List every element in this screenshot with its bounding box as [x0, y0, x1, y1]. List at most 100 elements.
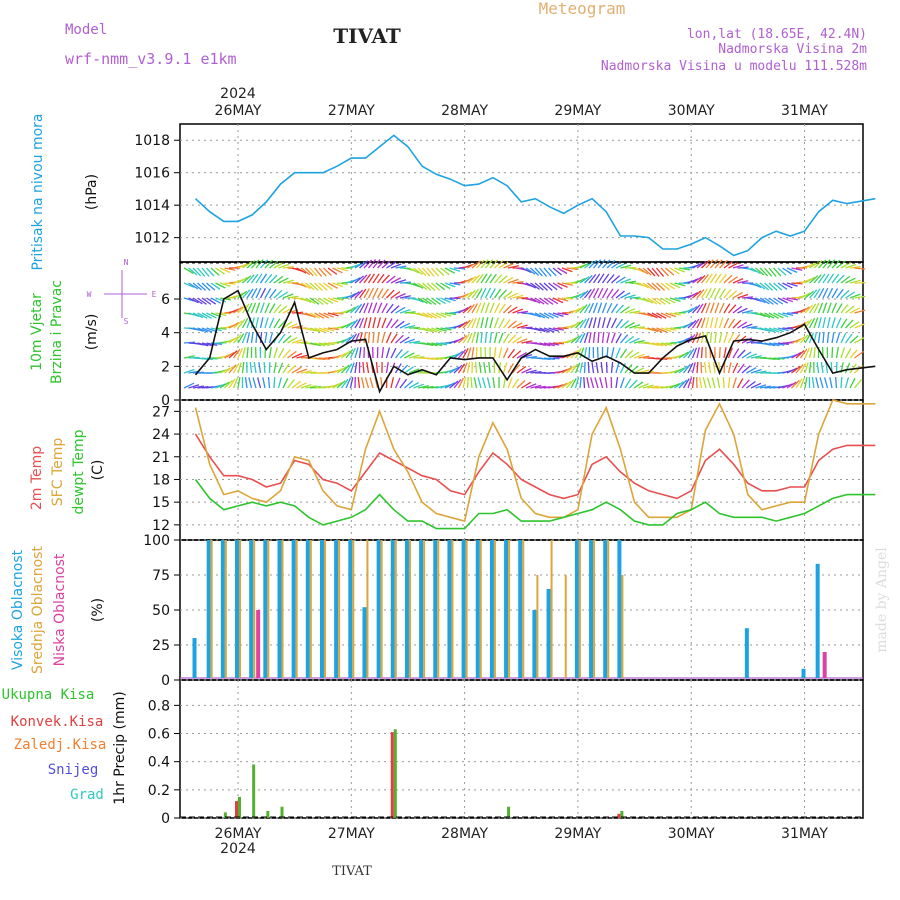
wind-barb [390, 305, 400, 314]
wind-barb [764, 297, 774, 305]
wind-barb [844, 377, 850, 389]
panel-frames [179, 123, 864, 819]
wind-barb [360, 377, 365, 389]
wind-barb [368, 259, 377, 269]
wind-barb [543, 297, 554, 305]
wind-barb [282, 265, 294, 269]
wind-barb [327, 282, 339, 289]
wind-barb [849, 307, 861, 314]
wind-barb [241, 332, 248, 344]
wind-barb [309, 312, 321, 319]
wind-barb [278, 277, 289, 284]
wind-barb [732, 377, 737, 389]
wind-barb [834, 376, 838, 389]
cloud-bar [224, 540, 227, 678]
cloud-bar [220, 540, 225, 678]
wind-barb [408, 267, 420, 274]
wind-barb [484, 317, 489, 329]
wind-barb [831, 288, 839, 299]
wind-barb [449, 267, 461, 272]
wind-barb [539, 342, 551, 347]
wind-barb [700, 302, 707, 314]
wind-barb [521, 381, 532, 389]
wind-barb [188, 384, 200, 389]
wind-barb [835, 317, 842, 329]
wind-barb [696, 317, 703, 329]
wind-barb [291, 352, 303, 359]
wind-barb [705, 259, 714, 269]
pressure-label: Pritisak na nivou mora [30, 113, 46, 270]
wind-barb [318, 267, 327, 277]
wind-barb [435, 327, 447, 332]
wind-barb [813, 274, 822, 284]
wind-barb [305, 312, 316, 318]
footer-station: TIVAT [332, 864, 372, 879]
wind-barb [817, 332, 821, 344]
wind-barb [224, 351, 235, 359]
wind-barb [819, 377, 824, 389]
wind-barb [477, 377, 482, 389]
wind-barb [232, 348, 241, 359]
wind-barb [647, 297, 658, 305]
wind-barb [615, 347, 621, 359]
wind-barb [804, 304, 814, 314]
wind-barb [732, 319, 742, 329]
wind-barb [741, 337, 753, 344]
wind-barb [318, 297, 329, 305]
wind-barb [273, 362, 277, 374]
wind-barb [458, 307, 469, 314]
wind-barb [210, 282, 221, 290]
wind-barb [228, 364, 237, 374]
wind-barb [300, 383, 312, 389]
y-tick-label: 1016 [134, 166, 170, 182]
wind-barb [278, 291, 289, 299]
wind-barb [408, 354, 420, 359]
wind-barb [386, 275, 396, 284]
wind-barb [574, 377, 580, 389]
wind-barb [601, 317, 606, 329]
wind-barb [633, 353, 645, 359]
wind-barb [264, 331, 268, 344]
wind-barb [575, 319, 584, 329]
cloud-bar [267, 540, 270, 678]
wind-barb [543, 267, 552, 277]
day-label-bottom: 26MAY [215, 826, 262, 842]
wind-barb [399, 378, 408, 389]
precip-bar [223, 812, 227, 818]
wind-barb [709, 317, 714, 329]
wind-barb [579, 290, 589, 299]
wind-barb [183, 282, 195, 288]
wind-barb [244, 377, 248, 389]
cloud-bar [564, 575, 567, 678]
wind-barb [484, 302, 490, 314]
wind-barb [552, 327, 564, 331]
wind-barb [687, 278, 699, 284]
wind-barb [215, 282, 226, 289]
wind-barb [309, 327, 321, 333]
wind-barb [737, 321, 748, 329]
wind-barb [354, 347, 359, 359]
cloud-bar [277, 540, 282, 678]
wind-barb [714, 259, 723, 269]
wind-barb [291, 366, 302, 374]
wind-barb [813, 302, 820, 314]
wind-barb [727, 347, 733, 359]
precip-bar [238, 796, 241, 818]
wind-barb [592, 302, 598, 314]
wind-barb [705, 317, 710, 329]
wind-barb [354, 289, 364, 299]
wind-barb [264, 273, 273, 284]
wind-barb [615, 290, 625, 299]
wind-barb [777, 297, 789, 304]
wind-barb [282, 279, 294, 284]
wind-barb [494, 274, 503, 284]
wind-barb [453, 323, 465, 329]
wind-barb [732, 291, 743, 299]
wind-barb [462, 319, 471, 329]
wind-barb [512, 336, 522, 344]
wind-barb [444, 297, 456, 302]
wind-barb [732, 348, 740, 359]
wind-barb [840, 304, 849, 314]
wind-barb [296, 282, 308, 288]
wind-barb [273, 318, 281, 329]
